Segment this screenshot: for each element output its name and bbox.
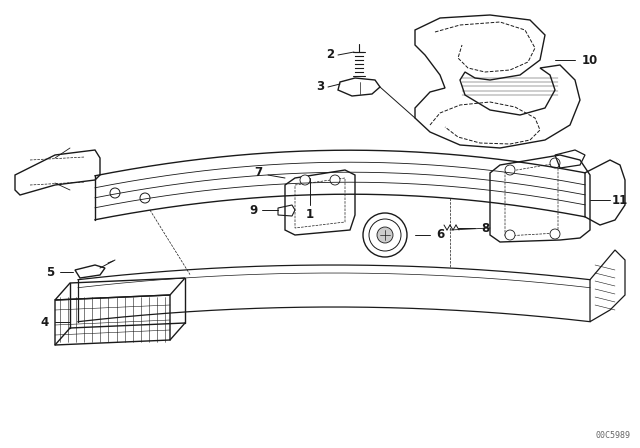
Text: 11: 11 <box>612 194 628 207</box>
Text: 1: 1 <box>306 208 314 221</box>
Text: 9: 9 <box>249 203 257 216</box>
Circle shape <box>140 193 150 203</box>
Text: 5: 5 <box>46 266 54 279</box>
Text: 7: 7 <box>254 165 262 178</box>
Text: 6: 6 <box>436 228 444 241</box>
Text: 10: 10 <box>582 53 598 66</box>
Circle shape <box>550 158 560 168</box>
Circle shape <box>377 227 393 243</box>
Circle shape <box>550 229 560 239</box>
Circle shape <box>505 230 515 240</box>
Circle shape <box>505 165 515 175</box>
Text: 3: 3 <box>316 81 324 94</box>
Text: 00C5989: 00C5989 <box>595 431 630 439</box>
Text: 4: 4 <box>41 315 49 328</box>
Circle shape <box>110 188 120 198</box>
Text: 8: 8 <box>481 221 489 234</box>
Circle shape <box>330 175 340 185</box>
Circle shape <box>369 219 401 251</box>
Circle shape <box>300 175 310 185</box>
Text: 2: 2 <box>326 48 334 61</box>
Polygon shape <box>55 295 170 345</box>
Circle shape <box>363 213 407 257</box>
